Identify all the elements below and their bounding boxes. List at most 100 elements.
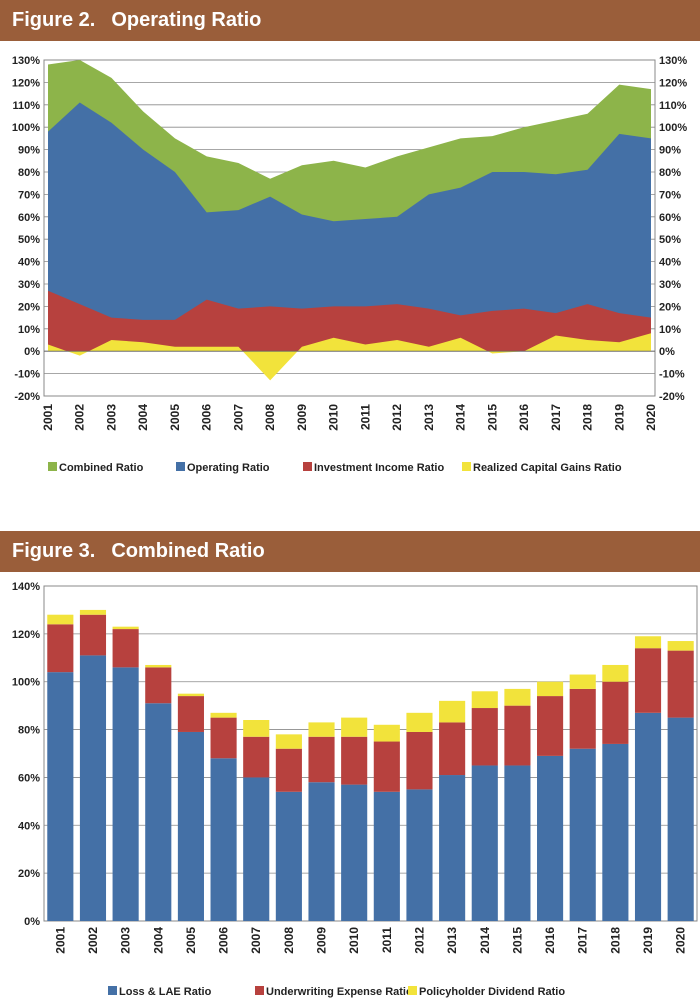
x-tick-label: 2009 <box>295 404 309 431</box>
x-tick-label: 2003 <box>119 927 133 954</box>
loss-lae-bar <box>243 777 270 921</box>
x-tick-label: 2013 <box>422 404 436 431</box>
y-tick-label-left: 80% <box>18 167 40 179</box>
y-tick-label-right: 60% <box>659 212 681 224</box>
y-tick-label-right: -20% <box>659 391 685 403</box>
y-tick-label-right: 40% <box>659 257 681 269</box>
policyholder-dividend-bar <box>243 720 270 737</box>
y-tick-label-left: 30% <box>18 279 40 291</box>
underwriting-expense-bar <box>634 648 662 713</box>
underwriting-expense-bar <box>47 624 74 673</box>
loss-lae-bar <box>602 743 629 921</box>
policyholder-dividend-bar <box>667 641 694 651</box>
y-tick-label-right: 30% <box>659 279 681 291</box>
x-tick-label: 2017 <box>576 927 590 954</box>
y-tick-label-right: 80% <box>659 167 681 179</box>
y-tick-label-right: 50% <box>659 234 681 246</box>
x-tick-label: 2019 <box>612 404 626 431</box>
x-tick-label: 2014 <box>478 927 492 954</box>
y-tick-label-right: 100% <box>659 122 687 134</box>
y-tick-label: 40% <box>18 820 40 832</box>
plot-area <box>43 585 698 922</box>
x-tick-label: 2016 <box>543 927 557 954</box>
y-tick-label-right: 70% <box>659 189 681 201</box>
legend-label: Underwriting Expense Ratio <box>266 986 413 998</box>
loss-lae-bar <box>537 755 564 921</box>
x-tick-label: 2007 <box>249 927 263 954</box>
loss-lae-bar <box>373 791 400 921</box>
underwriting-expense-bar <box>341 736 368 785</box>
x-tick-label: 2018 <box>608 927 622 954</box>
y-tick-label-right: 110% <box>659 100 687 112</box>
operating-ratio-area <box>48 102 651 352</box>
loss-lae-bar <box>634 712 662 921</box>
loss-lae-bar <box>210 758 237 921</box>
y-tick-label: 140% <box>12 581 40 593</box>
policyholder-dividend-bar <box>373 724 400 742</box>
figure-3: Figure 3. Combined Ratio 0% 20% 40% 60% 80% 10… <box>0 531 700 1001</box>
policyholder-dividend-bar <box>471 691 498 709</box>
x-tick-label: 2006 <box>217 927 231 954</box>
x-tick-label: 2012 <box>390 404 404 431</box>
y-tick-label-left: 60% <box>18 212 40 224</box>
loss-lae-bar <box>439 775 466 921</box>
policyholder-dividend-bar <box>112 626 139 630</box>
figure-3-title: Combined Ratio <box>111 540 265 562</box>
y-tick-label: 80% <box>18 725 40 737</box>
figure-3-number: Figure 3. <box>12 540 96 562</box>
underwriting-expense-bar <box>243 736 270 778</box>
x-tick-label: 2016 <box>517 404 531 431</box>
underwriting-expense-bar <box>308 736 335 783</box>
y-tick-label: 100% <box>12 677 40 689</box>
x-tick-label: 2010 <box>327 404 341 431</box>
policyholder-dividend-bar <box>341 717 368 737</box>
underwriting-expense-bar <box>471 708 498 766</box>
x-tick-label: 2011 <box>358 404 372 430</box>
y-tick-label-left: 100% <box>12 122 40 134</box>
y-tick-label-left: 20% <box>18 301 40 313</box>
loss-lae-bar <box>177 731 204 921</box>
x-tick-label: 2015 <box>485 404 499 431</box>
loss-lae-bar <box>275 791 302 921</box>
y-tick-label-left: -10% <box>14 369 40 381</box>
policyholder-dividend-bar <box>634 636 662 649</box>
x-tick-label: 2005 <box>184 927 198 954</box>
policyholder-dividend-bar <box>537 681 564 697</box>
policyholder-dividend-bar <box>145 664 172 668</box>
x-tick-label: 2004 <box>151 927 165 954</box>
legend-swatch <box>462 462 471 471</box>
underwriting-expense-bar <box>537 696 564 756</box>
underwriting-expense-bar <box>569 688 596 749</box>
y-tick-label-right: 90% <box>659 145 681 157</box>
underwriting-expense-bar <box>145 667 172 704</box>
policyholder-dividend-bar <box>504 688 531 706</box>
x-tick-label: 2004 <box>136 404 150 431</box>
loss-lae-bar <box>112 667 139 921</box>
x-tick-label: 2015 <box>510 927 524 954</box>
legend-swatch <box>408 986 417 995</box>
operating-ratio-chart: -20% -20% -10% -10% 0% 0% 10% 10% 20% 20% 30% 30% 40… <box>12 55 687 474</box>
y-tick-label-right: 0% <box>659 346 675 358</box>
loss-lae-bar <box>341 784 368 921</box>
loss-lae-bar <box>667 717 694 921</box>
x-tick-label: 2017 <box>549 404 563 431</box>
underwriting-expense-bar <box>177 696 204 732</box>
y-tick-label-left: 120% <box>12 77 40 89</box>
x-tick-label: 2002 <box>86 927 100 954</box>
underwriting-expense-bar <box>504 705 531 766</box>
loss-lae-bar <box>79 655 107 921</box>
y-tick-label-left: 110% <box>12 100 40 112</box>
y-tick-label-left: 0% <box>24 346 40 358</box>
y-tick-label: 20% <box>18 868 40 880</box>
underwriting-expense-bar <box>210 717 237 759</box>
x-tick-label: 2014 <box>454 404 468 431</box>
policyholder-dividend-bar <box>210 712 237 718</box>
legend-swatch <box>108 986 117 995</box>
legend-label: Investment Income Ratio <box>314 462 444 474</box>
loss-lae-bar <box>308 782 335 921</box>
policyholder-dividend-bar <box>177 693 204 697</box>
loss-lae-bar <box>569 748 596 921</box>
loss-lae-bar <box>406 789 433 921</box>
x-tick-label: 2011 <box>380 927 394 953</box>
x-tick-label: 2005 <box>168 404 182 431</box>
